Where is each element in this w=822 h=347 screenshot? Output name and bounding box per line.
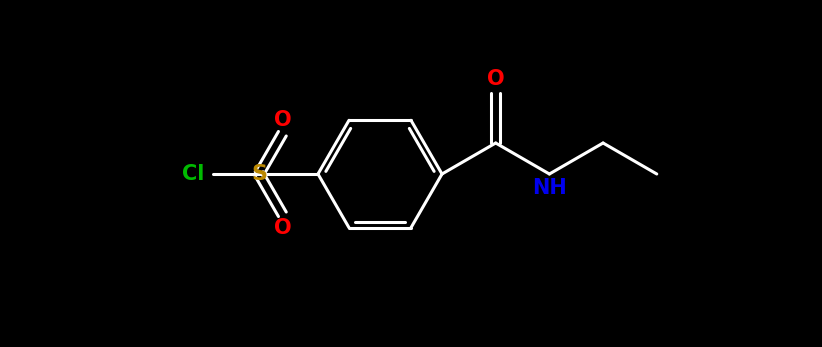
Text: NH: NH <box>532 178 566 198</box>
Text: S: S <box>251 164 267 184</box>
Text: O: O <box>487 69 505 90</box>
Text: O: O <box>274 218 291 238</box>
Text: Cl: Cl <box>182 164 205 184</box>
Text: O: O <box>274 110 291 130</box>
